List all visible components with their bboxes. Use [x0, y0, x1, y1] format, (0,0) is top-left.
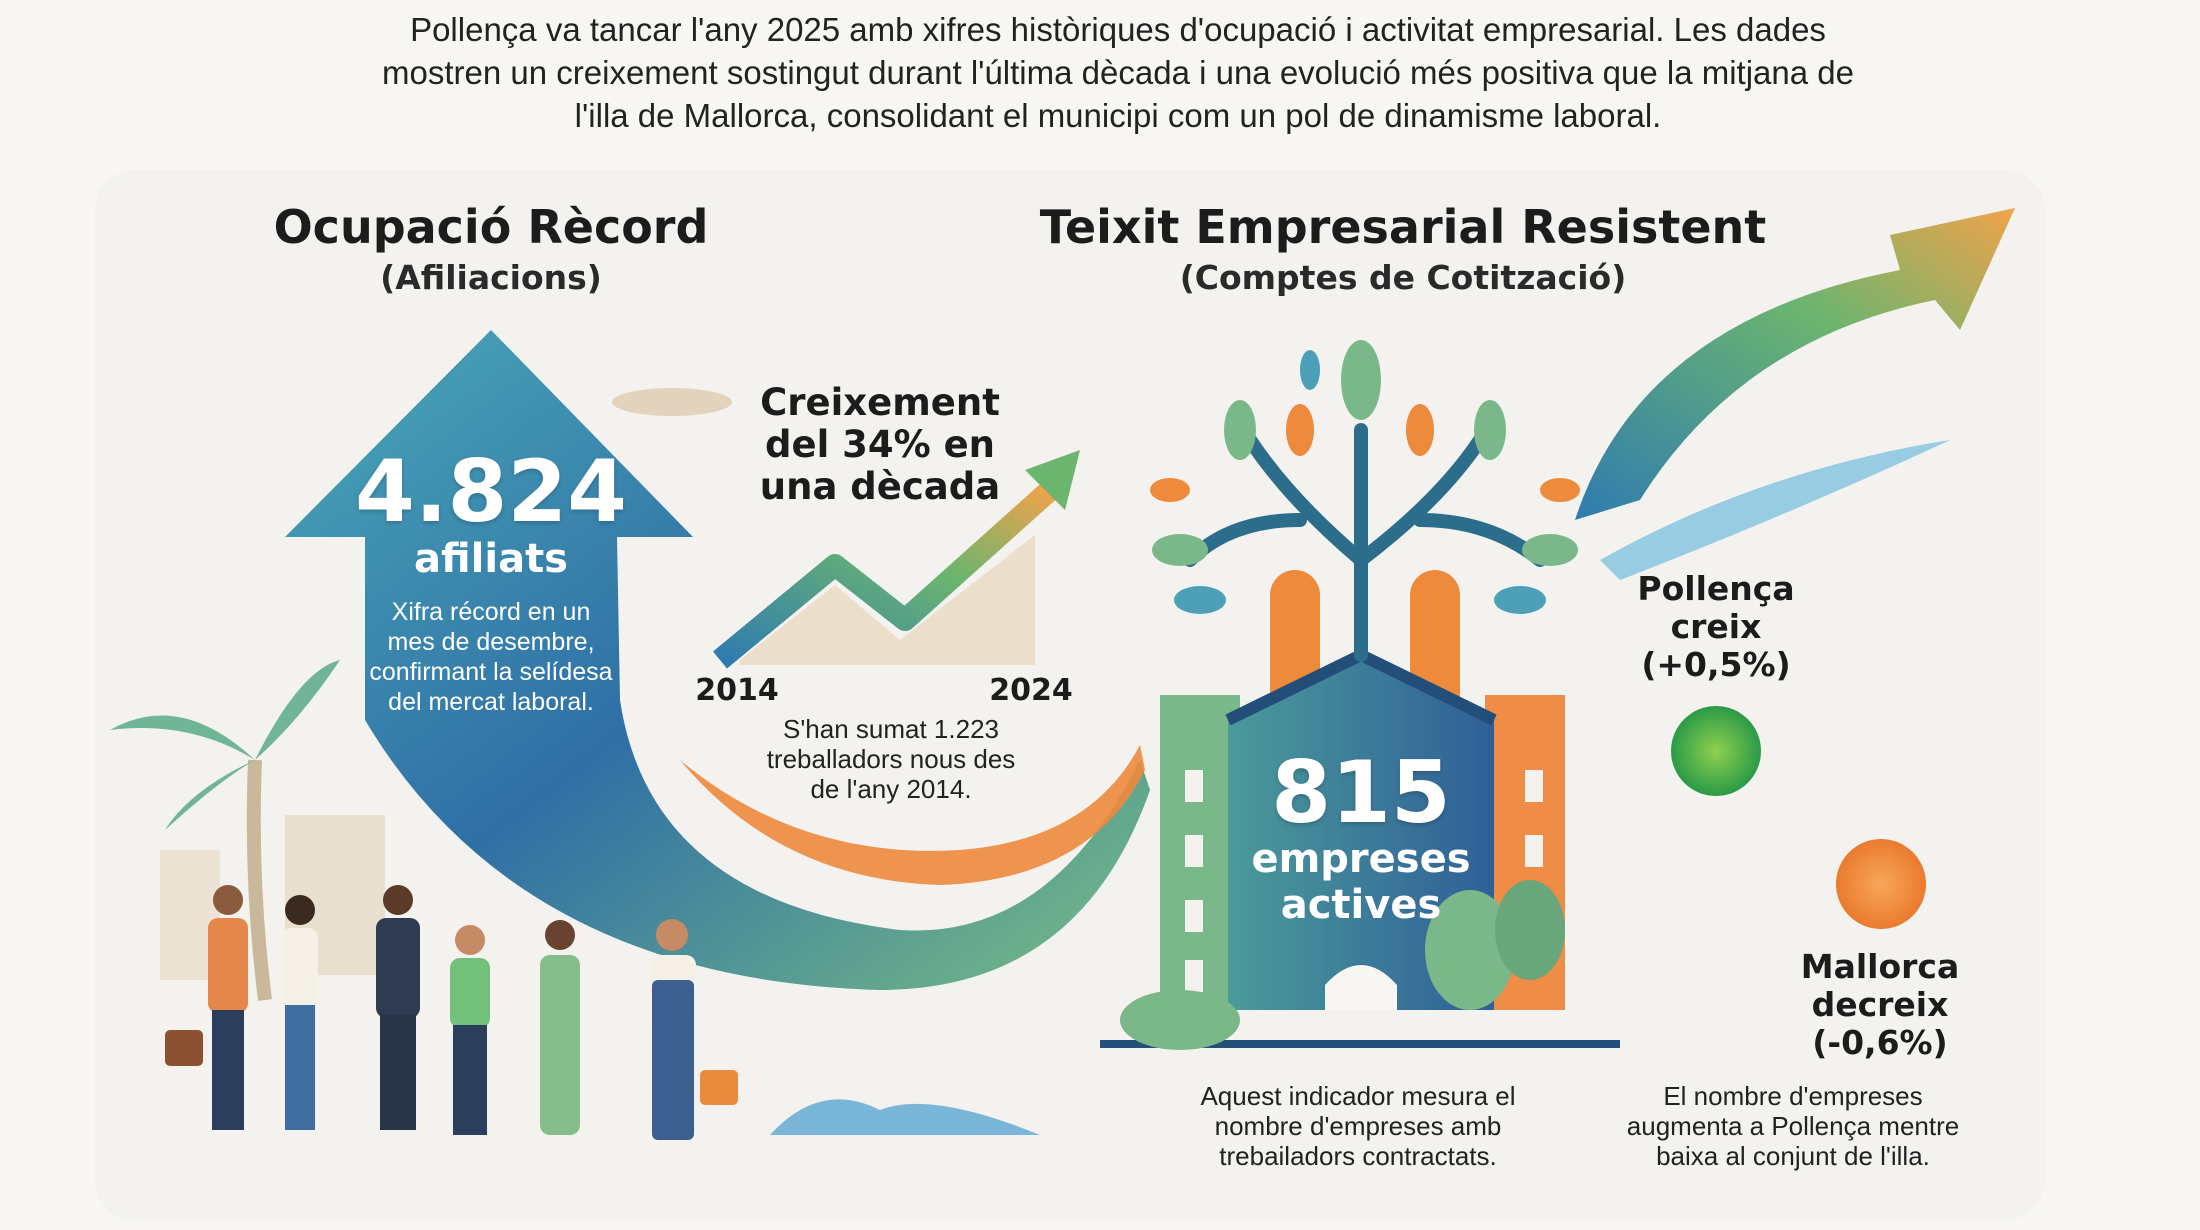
left-section-subtitle: (Afiliacions): [380, 258, 602, 297]
wave-icon: [770, 1099, 1040, 1135]
affiliates-arrow: [285, 330, 1150, 990]
intro-line: l'illa de Mallorca, consolidant el munic…: [574, 97, 1662, 134]
indicator-note: Aquest indicador mesura el nombre d'empre…: [1200, 1081, 1516, 1171]
intro-line: Pollença va tancar l'any 2025 amb xifres…: [410, 11, 1826, 48]
blue-wave: [1600, 440, 1950, 580]
pollenca-label: Pollença creix (+0,5%): [1637, 569, 1795, 684]
business-growth-arrow: [1575, 208, 2015, 520]
chart-year-end: 2024: [989, 673, 1073, 708]
right-section-title: Teixit Empresarial Resistent: [1039, 200, 1767, 254]
mallorca-decline-dot: [1836, 839, 1926, 929]
cloud-icon: [612, 388, 732, 416]
mallorca-label: Mallorca decreix (-0,6%): [1800, 947, 1960, 1062]
chart-year-start: 2014: [695, 673, 779, 708]
company-building-illustration: [1100, 340, 1620, 1050]
affiliates-note: Xifra récord en un mes de desembre, confir…: [369, 598, 613, 716]
affiliates-count: 4.824: [354, 442, 628, 542]
growth-chart-arrowhead: [1025, 450, 1080, 510]
intro-line: mostren un creixement sostingut durant l…: [382, 54, 1854, 91]
palm-tree-icon: [110, 660, 340, 1001]
right-section-subtitle: (Comptes de Cotització): [1179, 258, 1627, 297]
intro-paragraph: Pollença va tancar l'any 2025 amb xifres…: [268, 8, 1968, 137]
orange-swoosh: [680, 745, 1145, 885]
pollenca-growth-dot: [1671, 706, 1761, 796]
growth-chart-area: [740, 535, 1035, 665]
companies-unit: empreses actives: [1251, 836, 1471, 928]
workers-illustration: [165, 885, 738, 1140]
workers-added-note: S'han sumat 1.223 treballadors nous des de…: [766, 714, 1016, 804]
growth-headline: Creixement del 34% en una dècada: [759, 381, 1001, 508]
growth-chart-line: [712, 481, 1058, 669]
comparison-note: El nombre d'empreses augmenta a Pollença …: [1626, 1081, 1960, 1171]
companies-count: 815: [1271, 743, 1451, 843]
left-section-title: Ocupació Rècord: [273, 200, 709, 254]
affiliates-unit: afiliats: [414, 536, 568, 582]
